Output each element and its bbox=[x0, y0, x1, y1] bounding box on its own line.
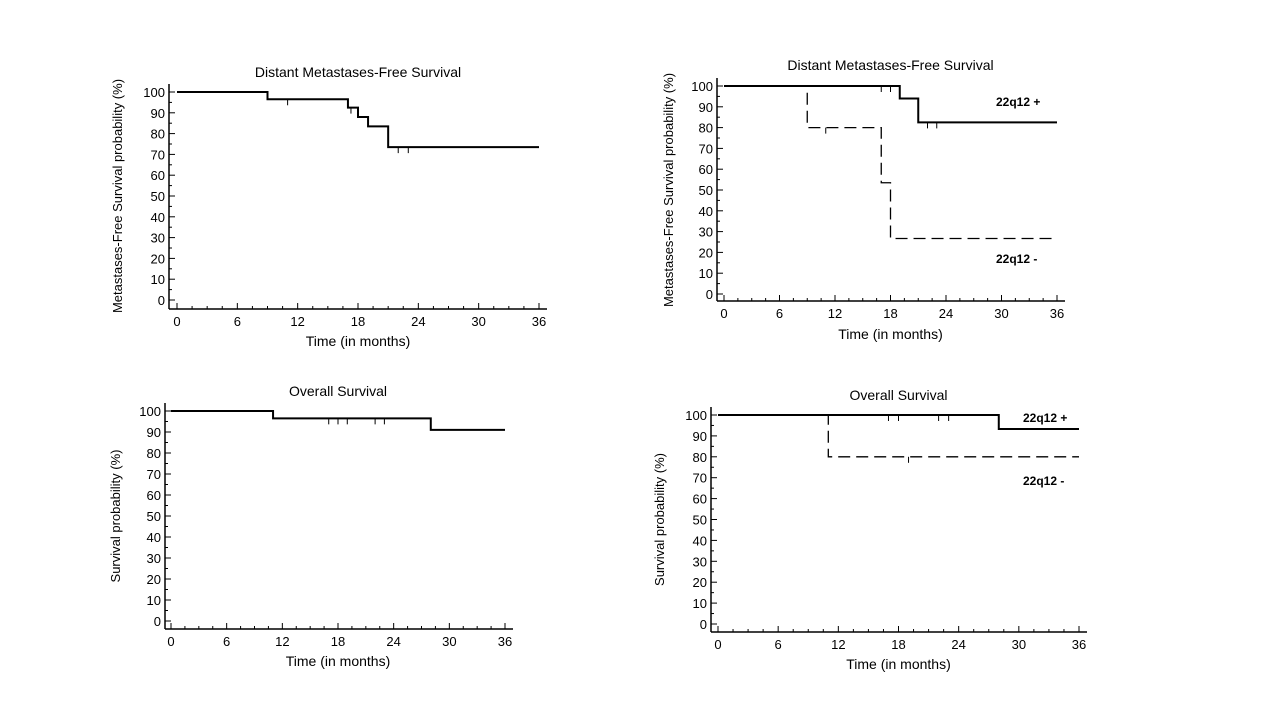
x-tick-label: 12 bbox=[290, 314, 304, 329]
y-tick-label: 50 bbox=[699, 183, 713, 198]
x-axis-label: Time (in months) bbox=[846, 656, 951, 672]
y-axis-label: Metastases-Free Survival probability (%) bbox=[110, 79, 125, 313]
y-axis-label: Survival probability (%) bbox=[652, 453, 667, 586]
x-tick-label: 0 bbox=[173, 314, 180, 329]
y-tick-label: 20 bbox=[147, 572, 161, 587]
y-tick-label: 20 bbox=[699, 245, 713, 260]
x-tick-label: 6 bbox=[223, 634, 230, 649]
x-tick-label: 30 bbox=[1012, 637, 1026, 652]
x-tick-label: 18 bbox=[883, 306, 897, 321]
y-tick-label: 60 bbox=[151, 168, 165, 183]
km-curve-series-1 bbox=[177, 91, 539, 149]
km-curve-series-1 bbox=[171, 410, 505, 431]
x-tick-label: 36 bbox=[1072, 637, 1086, 652]
y-tick-label: 0 bbox=[700, 617, 707, 632]
y-tick-label: 70 bbox=[147, 467, 161, 482]
y-tick-label: 70 bbox=[693, 471, 707, 486]
series-label: 22q12 - bbox=[1023, 474, 1064, 488]
y-tick-label: 90 bbox=[693, 429, 707, 444]
y-tick-label: 80 bbox=[147, 446, 161, 461]
x-tick-label: 36 bbox=[532, 314, 546, 329]
x-tick-label: 12 bbox=[831, 637, 845, 652]
y-tick-label: 90 bbox=[699, 100, 713, 115]
y-tick-label: 30 bbox=[693, 554, 707, 569]
chart-title: Overall Survival bbox=[289, 383, 387, 399]
y-tick-label: 20 bbox=[693, 575, 707, 590]
x-tick-label: 30 bbox=[994, 306, 1008, 321]
x-axis-label: Time (in months) bbox=[838, 326, 943, 342]
y-tick-label: 10 bbox=[699, 266, 713, 281]
y-tick-label: 20 bbox=[151, 251, 165, 266]
y-tick-label: 0 bbox=[158, 293, 165, 308]
y-tick-label: 40 bbox=[147, 530, 161, 545]
x-tick-label: 6 bbox=[775, 637, 782, 652]
y-tick-label: 80 bbox=[693, 450, 707, 465]
x-tick-label: 6 bbox=[776, 306, 783, 321]
y-tick-label: 50 bbox=[151, 189, 165, 204]
y-axis-label: Metastases-Free Survival probability (%) bbox=[661, 73, 676, 307]
series-label: 22q12 + bbox=[996, 95, 1040, 109]
y-tick-label: 10 bbox=[151, 272, 165, 287]
y-tick-label: 50 bbox=[147, 509, 161, 524]
y-tick-label: 60 bbox=[693, 492, 707, 507]
x-tick-label: 24 bbox=[386, 634, 400, 649]
y-tick-label: 60 bbox=[699, 162, 713, 177]
y-tick-label: 30 bbox=[147, 551, 161, 566]
km-curve-series-2 bbox=[724, 85, 1057, 240]
chart-panel-p3: Overall Survival 0 10 20 30 40 50 60 70 80 90 100 0 6… bbox=[108, 383, 513, 669]
y-tick-label: 60 bbox=[147, 488, 161, 503]
y-tick-label: 80 bbox=[699, 121, 713, 136]
y-tick-label: 40 bbox=[693, 533, 707, 548]
y-tick-label: 100 bbox=[143, 85, 165, 100]
x-tick-label: 36 bbox=[498, 634, 512, 649]
y-tick-label: 50 bbox=[693, 513, 707, 528]
y-tick-label: 80 bbox=[151, 127, 165, 142]
y-tick-label: 0 bbox=[706, 287, 713, 302]
y-tick-label: 30 bbox=[699, 225, 713, 240]
y-tick-label: 100 bbox=[139, 404, 161, 419]
x-tick-label: 36 bbox=[1050, 306, 1064, 321]
chart-panel-p4: Overall Survival 0 10 20 30 40 50 60 70 80 90 100 0 6… bbox=[652, 387, 1087, 672]
x-tick-label: 24 bbox=[939, 306, 953, 321]
x-tick-label: 18 bbox=[351, 314, 365, 329]
x-tick-label: 0 bbox=[720, 306, 727, 321]
x-tick-label: 24 bbox=[411, 314, 425, 329]
y-tick-label: 100 bbox=[691, 79, 713, 94]
x-axis-label: Time (in months) bbox=[286, 653, 391, 669]
y-tick-label: 90 bbox=[147, 425, 161, 440]
y-tick-label: 90 bbox=[151, 106, 165, 121]
y-tick-label: 30 bbox=[151, 231, 165, 246]
x-axis-label: Time (in months) bbox=[306, 333, 411, 349]
chart-title: Distant Metastases-Free Survival bbox=[255, 64, 461, 80]
y-tick-label: 10 bbox=[147, 593, 161, 608]
y-tick-label: 100 bbox=[685, 408, 707, 423]
y-axis-label: Survival probability (%) bbox=[108, 450, 123, 583]
x-tick-label: 18 bbox=[331, 634, 345, 649]
km-curve-series-2 bbox=[718, 414, 1079, 458]
x-tick-label: 0 bbox=[167, 634, 174, 649]
x-tick-label: 30 bbox=[442, 634, 456, 649]
x-tick-label: 24 bbox=[951, 637, 965, 652]
x-tick-label: 30 bbox=[471, 314, 485, 329]
series-label: 22q12 + bbox=[1023, 411, 1067, 425]
km-curve-series-1 bbox=[724, 85, 1057, 124]
x-tick-label: 0 bbox=[714, 637, 721, 652]
x-tick-label: 12 bbox=[828, 306, 842, 321]
chart-title: Distant Metastases-Free Survival bbox=[787, 57, 993, 73]
x-tick-label: 6 bbox=[234, 314, 241, 329]
x-tick-label: 12 bbox=[275, 634, 289, 649]
x-tick-label: 18 bbox=[891, 637, 905, 652]
y-tick-label: 40 bbox=[151, 210, 165, 225]
y-tick-label: 0 bbox=[154, 614, 161, 629]
km-curve-series-1 bbox=[718, 414, 1079, 431]
chart-panel-p1: Distant Metastases-Free Survival 0 10 20 30 4… bbox=[110, 64, 547, 349]
series-label: 22q12 - bbox=[996, 252, 1037, 266]
y-tick-label: 70 bbox=[151, 147, 165, 162]
y-tick-label: 70 bbox=[699, 141, 713, 156]
y-tick-label: 10 bbox=[693, 596, 707, 611]
y-tick-label: 40 bbox=[699, 204, 713, 219]
chart-panel-p2: Distant Metastases-Free Survival 0 10 20 30 4… bbox=[661, 57, 1065, 342]
chart-title: Overall Survival bbox=[849, 387, 947, 403]
